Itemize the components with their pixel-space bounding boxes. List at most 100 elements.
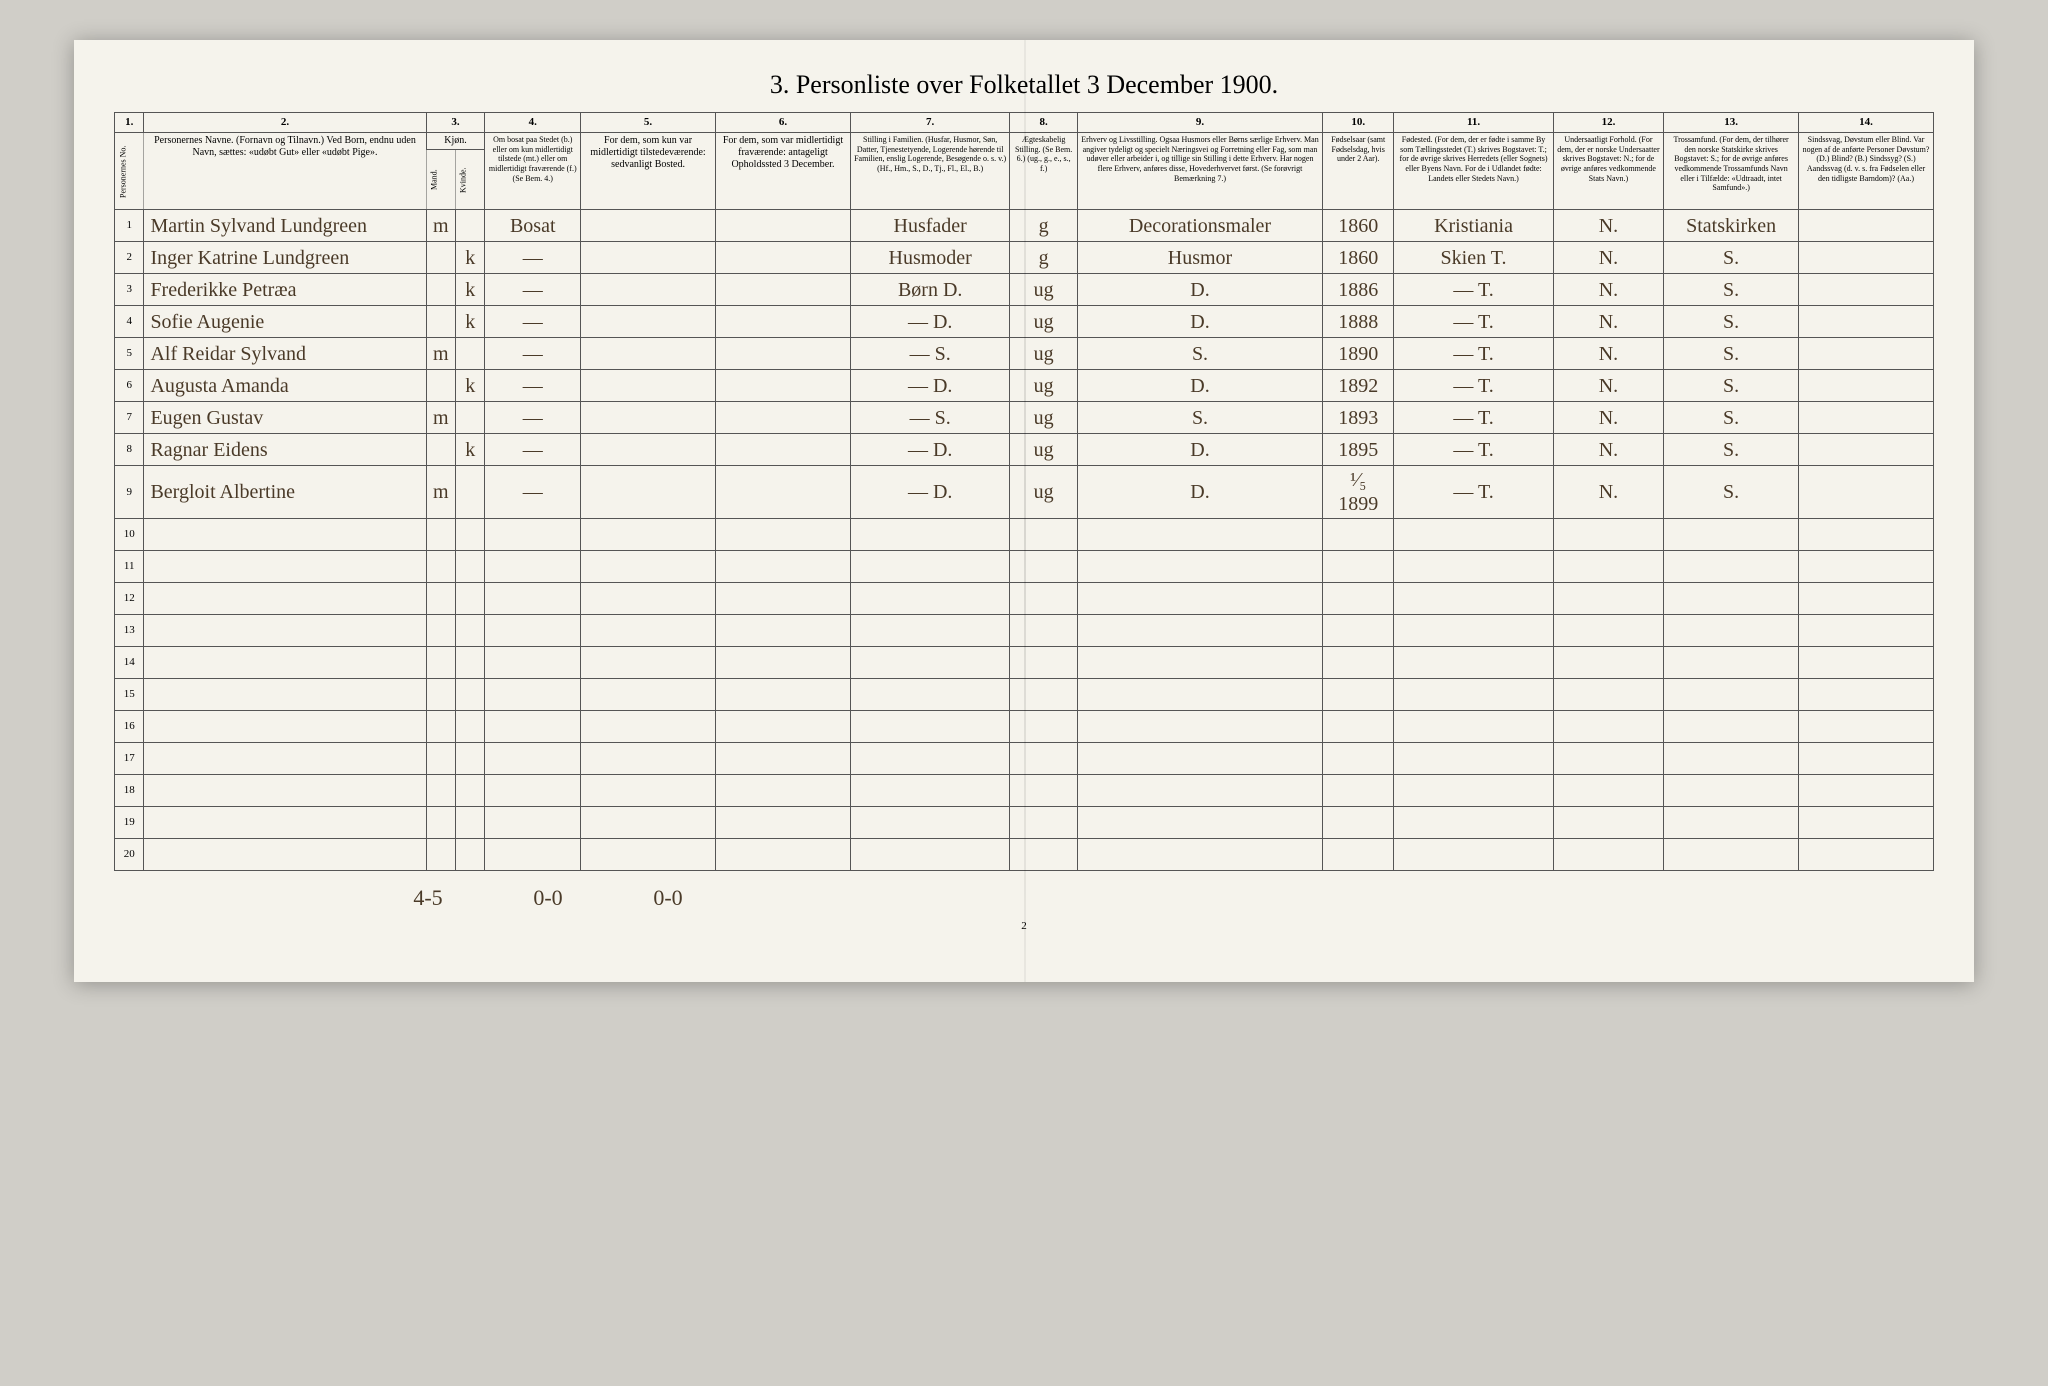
row-number: 19 — [115, 807, 144, 839]
cell-c6 — [716, 370, 851, 402]
cell-sex-m: m — [426, 210, 455, 242]
cell-nationality: N. — [1553, 466, 1663, 519]
cell-c6 — [716, 434, 851, 466]
cell-marital: ug — [1010, 466, 1077, 519]
table-row: 17 — [115, 743, 1934, 775]
cell-birthyear — [1323, 583, 1394, 615]
cell-birthplace: — T. — [1394, 338, 1553, 370]
header-cell: Sindssvag, Døvstum eller Blind. Var noge… — [1799, 133, 1934, 210]
cell-sex-k — [455, 647, 484, 679]
colnum: 2. — [144, 113, 426, 133]
cell-name: Martin Sylvand Lundgreen — [144, 210, 426, 242]
cell-resident — [485, 551, 581, 583]
cell-name — [144, 551, 426, 583]
cell-resident — [485, 743, 581, 775]
cell-sex-m — [426, 679, 455, 711]
cell-religion — [1664, 711, 1799, 743]
cell-sex-k: k — [455, 274, 484, 306]
cell-sex-m — [426, 519, 455, 551]
cell-sex-m — [426, 647, 455, 679]
cell-disability — [1799, 743, 1934, 775]
cell-sex-m: m — [426, 402, 455, 434]
cell-family-pos: Børn D. — [850, 274, 1009, 306]
cell-disability — [1799, 306, 1934, 338]
row-number: 3 — [115, 274, 144, 306]
cell-marital — [1010, 551, 1077, 583]
cell-family-pos: — S. — [850, 338, 1009, 370]
cell-sex-m: m — [426, 466, 455, 519]
cell-resident — [485, 839, 581, 871]
cell-sex-m — [426, 711, 455, 743]
table-row: 3Frederikke Petræak—Børn D.ugD.1886— T.N… — [115, 274, 1934, 306]
cell-disability — [1799, 434, 1934, 466]
row-number: 5 — [115, 338, 144, 370]
cell-c6 — [716, 711, 851, 743]
cell-sex-m — [426, 274, 455, 306]
header-cell: Kvinde. — [455, 150, 484, 210]
cell-disability — [1799, 647, 1934, 679]
header-cell: Personernes No. — [115, 133, 144, 210]
cell-occupation — [1077, 775, 1322, 807]
cell-birthplace — [1394, 775, 1553, 807]
cell-c5 — [581, 306, 716, 338]
cell-disability — [1799, 370, 1934, 402]
cell-c5 — [581, 807, 716, 839]
cell-name — [144, 615, 426, 647]
cell-sex-k — [455, 807, 484, 839]
cell-religion: S. — [1664, 370, 1799, 402]
cell-sex-k — [455, 210, 484, 242]
footer-note: 0-0 — [608, 875, 728, 913]
cell-nationality: N. — [1553, 402, 1663, 434]
header-cell: Trossamfund. (For dem, der tilhører den … — [1664, 133, 1799, 210]
cell-birthplace — [1394, 807, 1553, 839]
cell-c5 — [581, 647, 716, 679]
cell-disability — [1799, 210, 1934, 242]
cell-resident: Bosat — [485, 210, 581, 242]
header-cell: Fødested. (For dem, der er fødte i samme… — [1394, 133, 1553, 210]
cell-sex-k — [455, 615, 484, 647]
cell-sex-m — [426, 807, 455, 839]
cell-religion: S. — [1664, 402, 1799, 434]
cell-c6 — [716, 338, 851, 370]
cell-sex-k — [455, 711, 484, 743]
cell-birthyear — [1323, 551, 1394, 583]
cell-family-pos: — S. — [850, 402, 1009, 434]
row-number: 10 — [115, 519, 144, 551]
cell-disability — [1799, 839, 1934, 871]
cell-c5 — [581, 338, 716, 370]
cell-nationality: N. — [1553, 210, 1663, 242]
cell-family-pos: — D. — [850, 466, 1009, 519]
header-cell: Kjøn. — [426, 133, 485, 150]
cell-name — [144, 519, 426, 551]
cell-name: Ragnar Eidens — [144, 434, 426, 466]
cell-nationality — [1553, 615, 1663, 647]
cell-marital — [1010, 519, 1077, 551]
cell-resident — [485, 775, 581, 807]
cell-family-pos: Husmoder — [850, 242, 1009, 274]
cell-marital: g — [1010, 210, 1077, 242]
cell-birthyear — [1323, 711, 1394, 743]
cell-family-pos: Husfader — [850, 210, 1009, 242]
cell-c6 — [716, 775, 851, 807]
cell-resident — [485, 647, 581, 679]
table-row: 10 — [115, 519, 1934, 551]
cell-birthyear: 1886 — [1323, 274, 1394, 306]
cell-name — [144, 679, 426, 711]
cell-nationality — [1553, 711, 1663, 743]
cell-c5 — [581, 274, 716, 306]
cell-religion — [1664, 743, 1799, 775]
cell-marital: ug — [1010, 434, 1077, 466]
colnum: 7. — [850, 113, 1009, 133]
row-number: 16 — [115, 711, 144, 743]
cell-occupation: D. — [1077, 274, 1322, 306]
cell-birthplace: — T. — [1394, 466, 1553, 519]
cell-occupation: S. — [1077, 338, 1322, 370]
header-cell: Ægteskabelig Stilling. (Se Bem. 6.) (ug.… — [1010, 133, 1077, 210]
page-title: 3. Personliste over Folketallet 3 Decemb… — [114, 70, 1934, 100]
cell-resident: — — [485, 434, 581, 466]
cell-disability — [1799, 679, 1934, 711]
cell-nationality: N. — [1553, 434, 1663, 466]
cell-c6 — [716, 551, 851, 583]
cell-c6 — [716, 839, 851, 871]
cell-nationality — [1553, 519, 1663, 551]
